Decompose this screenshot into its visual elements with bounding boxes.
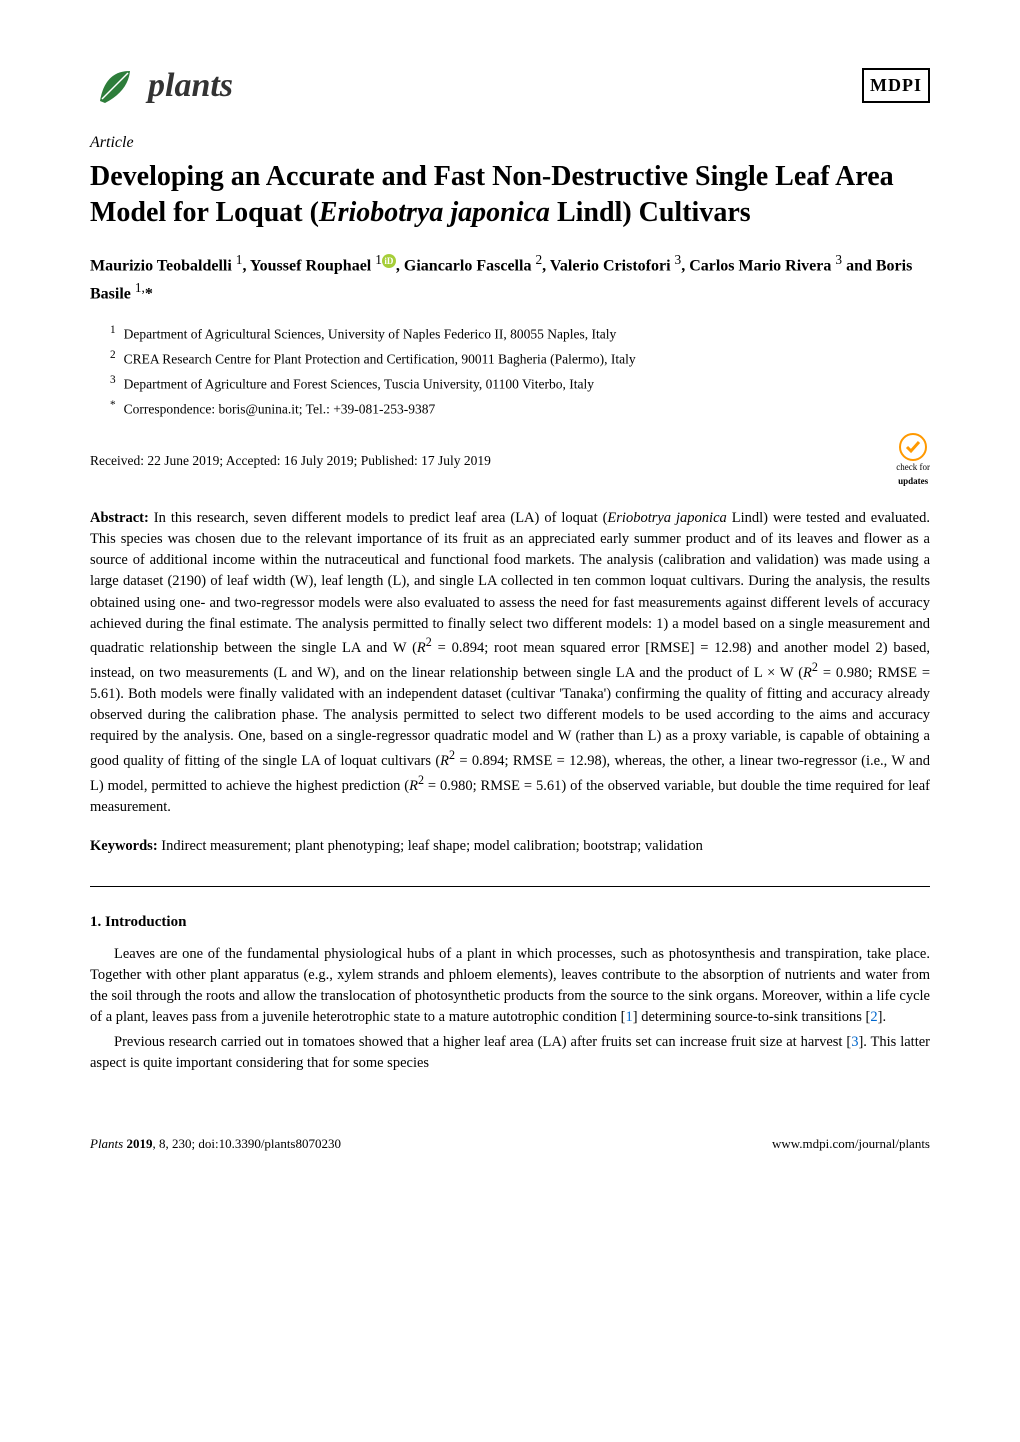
dates-row: Received: 22 June 2019; Accepted: 16 Jul… (90, 433, 930, 488)
footer-year: 2019 (123, 1136, 152, 1151)
affiliations-list: 1Department of Agricultural Sciences, Un… (90, 322, 930, 419)
journal-logo-group: plants (90, 60, 233, 111)
journal-name: plants (148, 60, 233, 111)
abstract-label: Abstract: (90, 510, 149, 526)
authors-list: Maurizio Teobaldelli 1, Youssef Rouphael… (90, 250, 930, 307)
check-updates-text1: check for (896, 461, 930, 475)
check-updates-badge[interactable]: check for updates (896, 433, 930, 488)
affiliation-item: 2CREA Research Centre for Plant Protecti… (110, 347, 930, 370)
keywords-block: Keywords: Indirect measurement; plant ph… (90, 836, 930, 856)
article-type: Article (90, 131, 930, 155)
keywords-label: Keywords: (90, 838, 158, 854)
affiliation-item: 1Department of Agricultural Sciences, Un… (110, 322, 930, 345)
section-heading-intro: 1. Introduction (90, 911, 930, 934)
article-title: Developing an Accurate and Fast Non-Dest… (90, 159, 930, 232)
check-updates-icon (899, 433, 927, 461)
affiliation-item: *Correspondence: boris@unina.it; Tel.: +… (110, 397, 930, 420)
affiliation-item: 3Department of Agriculture and Forest Sc… (110, 372, 930, 395)
abstract-text: In this research, seven different models… (90, 510, 930, 815)
keywords-text: Indirect measurement; plant phenotyping;… (158, 838, 703, 854)
header-row: plants MDPI (90, 60, 930, 111)
footer-url: www.mdpi.com/journal/plants (772, 1134, 930, 1154)
paragraph-1: Leaves are one of the fundamental physio… (90, 944, 930, 1028)
leaf-icon (90, 61, 140, 111)
publisher-logo: MDPI (862, 68, 930, 103)
abstract-block: Abstract: In this research, seven differ… (90, 508, 930, 818)
section-separator (90, 886, 930, 887)
footer-journal: Plants (90, 1136, 123, 1151)
footer-citation: Plants 2019, 8, 230; doi:10.3390/plants8… (90, 1134, 341, 1154)
title-species: Eriobotrya japonica (319, 197, 550, 228)
title-part2: Lindl) Cultivars (550, 197, 751, 228)
page-footer: Plants 2019, 8, 230; doi:10.3390/plants8… (90, 1134, 930, 1154)
paragraph-2: Previous research carried out in tomatoe… (90, 1032, 930, 1074)
footer-rest: , 8, 230; doi:10.3390/plants8070230 (152, 1136, 341, 1151)
check-updates-text2: updates (898, 475, 928, 489)
publication-dates: Received: 22 June 2019; Accepted: 16 Jul… (90, 451, 491, 471)
